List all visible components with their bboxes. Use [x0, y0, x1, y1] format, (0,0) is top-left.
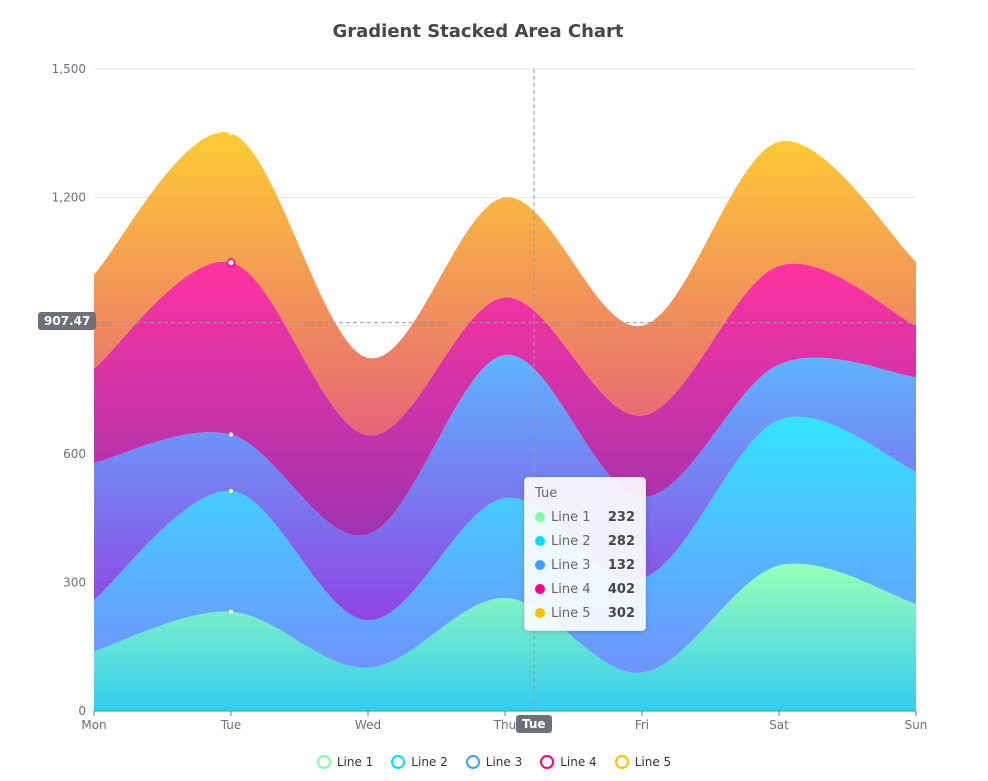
y-tick-label: 0 [78, 704, 86, 718]
x-tick-label: Sun [905, 718, 928, 732]
legend-label: Line 1 [336, 755, 374, 769]
tooltip-series-value: 302 [607, 605, 635, 621]
data-point[interactable] [229, 489, 233, 494]
tooltip-series-value: 402 [607, 581, 635, 597]
x-tick-label: Fri [635, 718, 649, 732]
area-line-3[interactable] [94, 354, 916, 621]
y-tick-label: 1,500 [52, 62, 86, 76]
series-marker-icon [535, 608, 545, 618]
data-point[interactable] [229, 131, 233, 136]
legend-item-line-1[interactable]: Line 1 [316, 755, 374, 769]
x-tick-label: Mon [81, 718, 106, 732]
legend-label: Line 5 [634, 755, 672, 769]
tooltip-row: Line 5 302 [535, 601, 635, 625]
legend-item-line-3[interactable]: Line 3 [465, 755, 523, 769]
legend-circle-icon [316, 755, 331, 769]
area-line-5[interactable] [94, 132, 916, 436]
x-tick-label: Thu [493, 718, 517, 732]
y-tick-label: 1,200 [52, 190, 86, 204]
tooltip-series-value: 132 [607, 557, 635, 573]
area-line-2[interactable] [94, 416, 916, 673]
tooltip-series-name: Line 5 [551, 605, 591, 621]
series-marker-icon [535, 536, 545, 546]
tooltip-series-name: Line 1 [551, 509, 591, 525]
legend-item-line-2[interactable]: Line 2 [391, 755, 448, 769]
series-marker-icon [535, 560, 545, 570]
data-point[interactable] [229, 609, 233, 614]
tooltip-series-value: 282 [607, 533, 635, 549]
x-axis: Mon Tue Wed Thu Fri Sat Sun [81, 711, 927, 732]
tooltip-row: Line 1 232 [535, 505, 635, 529]
x-axis-pointer-label: Tue [516, 715, 552, 733]
legend-circle-icon [465, 755, 480, 769]
series-marker-icon [535, 584, 545, 594]
data-point[interactable] [229, 432, 233, 437]
x-tick-label: Sat [769, 718, 789, 732]
legend-label: Line 2 [411, 755, 448, 769]
y-tick-label: 300 [63, 576, 86, 590]
chart-title: Gradient Stacked Area Chart [332, 21, 623, 42]
legend-label: Line 4 [560, 755, 597, 769]
legend-circle-icon [391, 755, 406, 769]
legend-item-line-5[interactable]: Line 5 [614, 755, 672, 769]
tooltip-title: Tue [535, 486, 558, 501]
tooltip-series-name: Line 4 [551, 581, 591, 597]
area-line-1[interactable] [94, 563, 916, 711]
series-marker-icon [535, 512, 545, 522]
tooltip-row: Line 4 402 [535, 577, 635, 601]
y-tick-label: 600 [63, 447, 86, 461]
tooltip: Tue Line 1 232 Line 2 282 Line 3 132 Lin… [524, 477, 646, 631]
tooltip-series-name: Line 3 [551, 557, 591, 573]
x-tick-label: Wed [355, 718, 381, 732]
data-point[interactable] [226, 258, 236, 267]
x-tick-label: Tue [220, 718, 242, 732]
tooltip-series-name: Line 2 [551, 533, 591, 549]
legend-item-line-4[interactable]: Line 4 [540, 755, 597, 769]
legend: Line 1 Line 2 Line 3 Line 4 Line 5 [0, 755, 988, 769]
tooltip-row: Line 2 282 [535, 529, 635, 553]
legend-circle-icon [540, 755, 555, 769]
top-value-label: 302 [221, 111, 242, 124]
tooltip-row: Line 3 132 [535, 553, 635, 577]
legend-label: Line 3 [485, 755, 523, 769]
tooltip-series-value: 232 [607, 509, 635, 525]
area-series[interactable]: 302 [94, 111, 916, 711]
legend-circle-icon [614, 755, 629, 769]
area-line-4[interactable] [94, 261, 916, 536]
y-axis-pointer-label: 907.47 [38, 312, 97, 330]
